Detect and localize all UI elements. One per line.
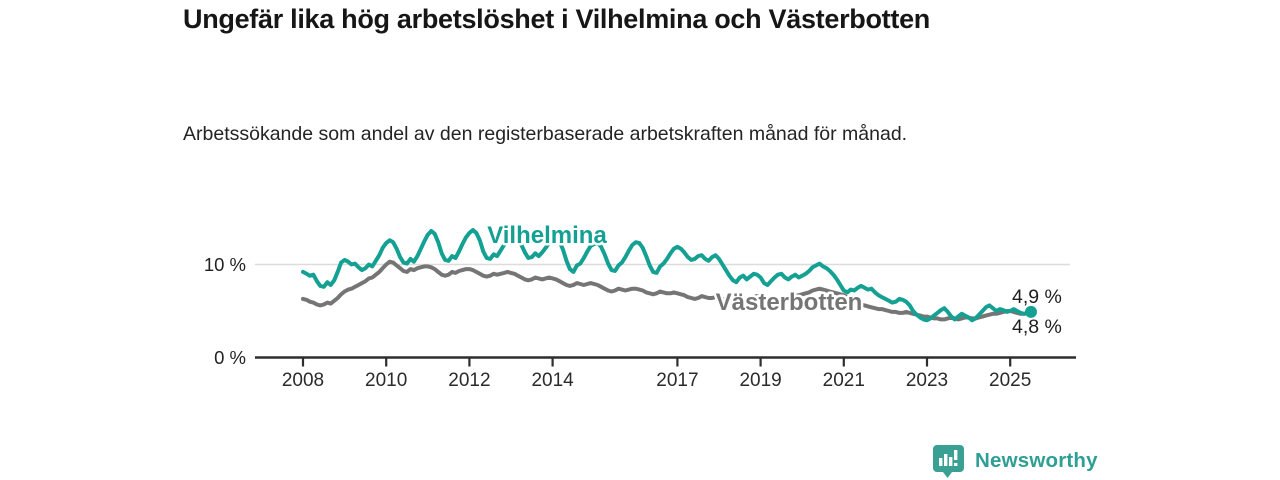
x-tick-label-2012: 2012 (448, 370, 490, 391)
y-axis-label-10: 10 % (204, 254, 246, 275)
bar-3 (949, 456, 953, 466)
bar-2 (944, 453, 948, 466)
x-tick-label-2021: 2021 (823, 370, 865, 391)
newsworthy-footer: Newsworthy (932, 442, 1098, 480)
x-tick-label-2014: 2014 (531, 370, 574, 391)
vasterbotten-series-label: Västerbotten (716, 289, 863, 316)
x-tick-label-2008: 2008 (282, 370, 324, 391)
vasterbotten-end-value-label: 4,8 % (1012, 316, 1062, 338)
x-tick-label-2025: 2025 (989, 370, 1031, 391)
exclamation-dot (954, 462, 958, 466)
y-axis-label-0: 0 % (214, 347, 246, 368)
vilhelmina-end-dot (1025, 305, 1037, 318)
bar-1 (939, 457, 943, 466)
vilhelmina-end-value-label: 4,9 % (1012, 286, 1062, 308)
newsworthy-logo-icon (933, 444, 964, 478)
x-tick-label-2010: 2010 (365, 370, 407, 391)
x-tick-label-2017: 2017 (656, 370, 698, 391)
vilhelmina-line (301, 228, 1033, 323)
speech-bubble-shape (933, 444, 964, 478)
chart-subtitle: Arbetssökande som andel av den registerb… (183, 123, 908, 145)
vilhelmina-series-label: Vilhelmina (487, 222, 607, 249)
x-tick-label-2023: 2023 (906, 370, 948, 391)
vasterbotten-line (301, 259, 1033, 322)
page-title: Ungefär lika hög arbetslöshet i Vilhelmi… (183, 4, 930, 34)
x-tick-label-2019: 2019 (739, 370, 781, 391)
brand-name: Newsworthy (975, 449, 1098, 472)
exclamation-bar (954, 449, 958, 460)
